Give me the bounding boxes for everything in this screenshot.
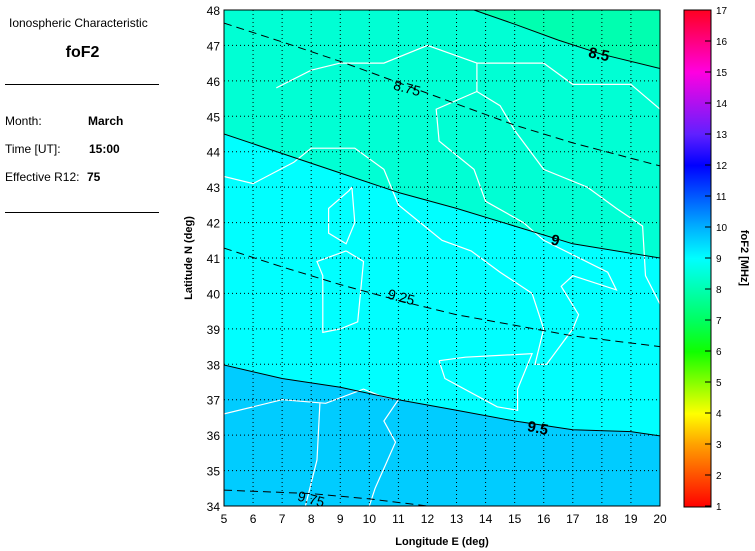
fill-band (224, 10, 660, 69)
contour-label: 9.25 (386, 286, 417, 309)
x-tick-label: 18 (595, 512, 609, 526)
colorbar-tick-label: 10 (716, 223, 728, 234)
fill-bands (224, 10, 660, 506)
colorbar-tick-label: 1 (716, 502, 722, 513)
y-tick-label: 44 (207, 146, 221, 160)
divider (5, 212, 159, 213)
x-tick-label: 7 (279, 512, 286, 526)
time-value: 15:00 (89, 142, 120, 156)
plot-frame (223, 9, 661, 507)
x-tick-label: 5 (221, 512, 228, 526)
y-tick-label: 47 (207, 39, 221, 53)
colorbar-tick-label: 8 (716, 285, 722, 296)
contour-line (224, 22, 660, 167)
x-tick-label: 16 (537, 512, 551, 526)
x-tick-label: 14 (479, 512, 493, 526)
r12-label: Effective R12: (5, 170, 80, 184)
colorbar-tick-label: 15 (716, 68, 728, 79)
panel-heading: Ionospheric Characteristic (9, 16, 148, 30)
contour-label: 9 (549, 232, 561, 250)
colorbar-tick-label: 2 (716, 471, 722, 482)
colorbar-tick-label: 9 (716, 254, 722, 265)
characteristic-name: foF2 (65, 44, 100, 61)
y-tick-label: 46 (207, 75, 221, 89)
y-tick-label: 34 (207, 500, 221, 514)
month-label: Month: (5, 114, 42, 128)
x-tick-label: 8 (308, 512, 315, 526)
y-tick-label: 48 (207, 4, 221, 18)
time-label: Time [UT]: (5, 142, 61, 156)
colorbar-tick-label: 4 (716, 409, 722, 420)
contour-lines: 8.5 8.75 9 9.25 9.5 9.75 (224, 10, 660, 511)
coastline (316, 250, 365, 334)
month-value: March (88, 114, 124, 128)
x-tick-label: 20 (653, 512, 667, 526)
x-axis-label: Longitude E (deg) (395, 536, 489, 548)
coastline (476, 62, 660, 110)
y-tick-label: 35 (207, 465, 221, 479)
y-tick-label: 41 (207, 252, 221, 266)
colorbar-tick-label: 7 (716, 316, 722, 327)
y-axis-label: Latitude N (deg) (183, 216, 195, 300)
coastline (328, 186, 356, 245)
y-tick-label: 45 (207, 110, 221, 124)
x-tick-label: 6 (250, 512, 257, 526)
contour-line (224, 133, 660, 259)
coastline (438, 353, 534, 412)
contour-line (224, 364, 660, 437)
axis-ticks: 5 6 7 8 9 10 11 12 13 14 15 16 17 18 19 20 34 35 36 37 38 39 4… (207, 4, 667, 526)
divider (5, 84, 159, 85)
contour-label: 9.5 (526, 418, 550, 439)
x-tick-label: 13 (450, 512, 464, 526)
contour-line (473, 10, 660, 69)
y-tick-label: 42 (207, 217, 221, 231)
fill-band (224, 10, 660, 258)
coastline (224, 90, 660, 365)
y-tick-label: 39 (207, 323, 221, 337)
colorbar-tick-label: 13 (716, 130, 728, 141)
y-tick-label: 37 (207, 394, 221, 408)
colorbar-tick-label: 16 (716, 37, 728, 48)
r12-value: 75 (87, 170, 101, 184)
x-tick-label: 11 (392, 512, 405, 526)
colorbar-tick-label: 5 (716, 378, 722, 389)
colorbar-tick-label: 6 (716, 347, 722, 358)
colorbar-tick-label: 12 (716, 161, 728, 172)
x-tick-label: 19 (624, 512, 638, 526)
contour-label: 8.5 (587, 44, 611, 65)
x-tick-label: 10 (363, 512, 377, 526)
colorbar-tick-label: 11 (716, 192, 727, 203)
contour-label: 9.75 (296, 488, 327, 511)
contour-label: 8.75 (392, 77, 423, 100)
x-tick-label: 17 (566, 512, 580, 526)
x-tick-label: 15 (508, 512, 522, 526)
y-tick-label: 43 (207, 181, 221, 195)
y-tick-label: 38 (207, 358, 221, 372)
colorbar-label: foF2 [MHz] (738, 230, 750, 287)
x-tick-label: 9 (337, 512, 344, 526)
x-tick-label: 12 (421, 512, 435, 526)
contour-line (224, 489, 428, 506)
colorbar-tick-label: 17 (716, 6, 728, 17)
colorbar-tick-label: 14 (716, 99, 728, 110)
coastline (304, 403, 321, 506)
y-tick-label: 36 (207, 429, 221, 443)
y-tick-label: 40 (207, 287, 221, 301)
colorbar-tick-label: 3 (716, 440, 722, 451)
contour-line (224, 247, 660, 348)
